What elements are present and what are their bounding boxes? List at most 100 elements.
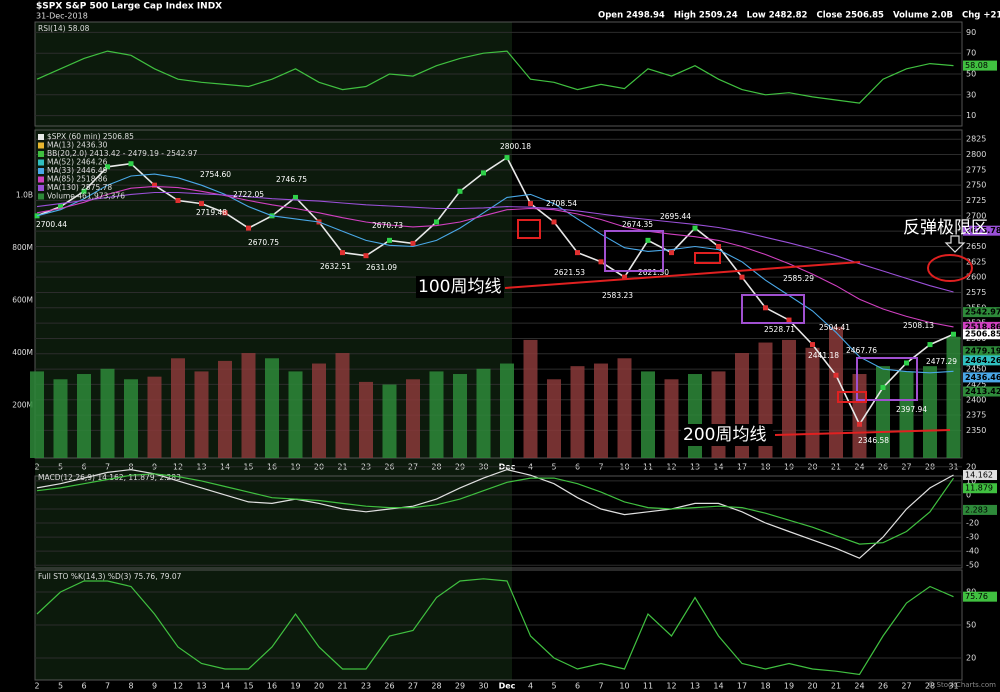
y-tick-label: 90 [966, 28, 976, 37]
volume-bar [899, 371, 914, 458]
candle [880, 384, 886, 390]
price-label: 2746.75 [276, 175, 307, 184]
volume-bar [30, 371, 44, 458]
price-flag [963, 321, 1000, 332]
candle [645, 237, 651, 243]
box [741, 294, 805, 324]
candle [363, 253, 369, 259]
volume-bar [805, 347, 820, 458]
ma200-line [774, 429, 951, 436]
x-tick-label: 15 [243, 682, 253, 691]
x-tick-label: 6 [81, 682, 86, 691]
legend-entry: BB(20,2.0) 2413.42 - 2479.19 - 2542.97 [47, 149, 198, 158]
volume-bar [147, 376, 162, 458]
volume-bar [359, 381, 373, 458]
candle [105, 164, 110, 170]
candle [504, 155, 510, 161]
x-tick-label: 27 [408, 682, 418, 691]
value-flag [963, 483, 997, 494]
legend-swatch [38, 193, 44, 200]
volume-bar [876, 366, 890, 458]
stat: Open 2498.94 [598, 11, 665, 21]
x-tick-label: 29 [455, 682, 465, 691]
x-tick-label: 4 [528, 682, 533, 691]
macd-pane [34, 475, 963, 569]
x-tick-label: 2 [34, 682, 39, 691]
volume-bar [382, 384, 397, 458]
value-flag-label: 11.879 [965, 484, 993, 493]
y-tick-label: 2600 [966, 273, 986, 282]
y-tick-label: 20 [966, 654, 976, 663]
candle [434, 219, 439, 225]
x-tick-label: 30 [478, 682, 488, 691]
y-tick-label: 10 [966, 476, 976, 485]
candle [669, 250, 674, 256]
price-label: 2508.13 [903, 321, 934, 330]
volume-bar [829, 326, 843, 458]
ma100-label: 100周均线 [418, 277, 501, 297]
stat: Volume 2.0B [893, 11, 953, 21]
x-tick-label: 10 [619, 682, 629, 691]
value-flag-label: 2.283 [965, 505, 988, 514]
legend-swatch [38, 142, 44, 149]
candle [81, 188, 87, 194]
price-flag-label: 2542.97 [965, 308, 1000, 317]
price-flag [963, 225, 1000, 236]
symbol: $SPX S&P 500 Large Cap Index INDX [36, 2, 222, 12]
x-tick-label: 14 [220, 682, 230, 691]
y-tick-label: 2425 [966, 380, 986, 389]
volume-bar [77, 374, 91, 458]
y-tick-label: 0 [966, 490, 971, 499]
x-tick-label: 19 [290, 682, 300, 691]
y-tick-label: 2700 [966, 211, 986, 220]
x-tick-label: 28 [431, 682, 441, 691]
y-tick-label: 20 [966, 462, 976, 471]
candle [810, 342, 815, 348]
candle [199, 201, 204, 207]
y-tick-label: 2375 [966, 411, 986, 420]
zone-ellipse [927, 254, 973, 282]
price-label: 2670.75 [248, 238, 279, 247]
volume-bar [265, 358, 279, 458]
candle [457, 188, 463, 194]
price-label: 2708.54 [546, 199, 577, 208]
volume-bar [429, 371, 444, 458]
volume-bar [570, 366, 585, 458]
price-label: 2467.76 [846, 346, 877, 355]
price-label: 2754.60 [200, 170, 231, 179]
x-tick-label: Dec [499, 682, 516, 691]
candle [692, 225, 698, 231]
legend-swatch [38, 185, 44, 191]
x-tick-label: 18 [760, 682, 770, 691]
pane-title: Full STO %K(14,3) %D(3) 75.76, 79.07 [38, 572, 182, 581]
price-flag-label: 2479.19 [965, 347, 1000, 356]
price-label: 2700.44 [36, 220, 67, 229]
y-tick-label: 50 [966, 621, 976, 630]
price-pane [34, 129, 963, 459]
x-tick-label: 5 [551, 682, 556, 691]
price-label: 2477.29 [926, 357, 957, 366]
price-label: 2670.73 [372, 221, 403, 230]
y-tick-label: 2725 [966, 196, 986, 205]
y-tick-label: 2350 [966, 426, 986, 435]
x-tick-label: 9 [152, 682, 157, 691]
y2-tick-label: 800M [12, 243, 33, 252]
x-tick-label: 16 [267, 682, 277, 691]
y-tick-label: -30 [966, 533, 979, 542]
price-label: 2346.58 [858, 436, 889, 445]
price-label: 2621.30 [638, 268, 669, 277]
x-tick-label: 7 [105, 682, 110, 691]
x-tick-label: 12 [173, 682, 183, 691]
box [604, 230, 664, 272]
price-label: 2528.71 [764, 325, 795, 334]
value-flag [963, 470, 997, 481]
x-tick-label: 13 [196, 682, 206, 691]
price-flag [963, 355, 1000, 366]
legend-swatch [38, 176, 44, 183]
y-tick-label: 50 [966, 70, 976, 79]
candle [951, 331, 956, 337]
y2-tick-label: 600M [12, 296, 33, 305]
y-tick-label: -50 [966, 561, 979, 570]
value-flag-label: 14.162 [965, 471, 993, 480]
candle [58, 204, 63, 210]
